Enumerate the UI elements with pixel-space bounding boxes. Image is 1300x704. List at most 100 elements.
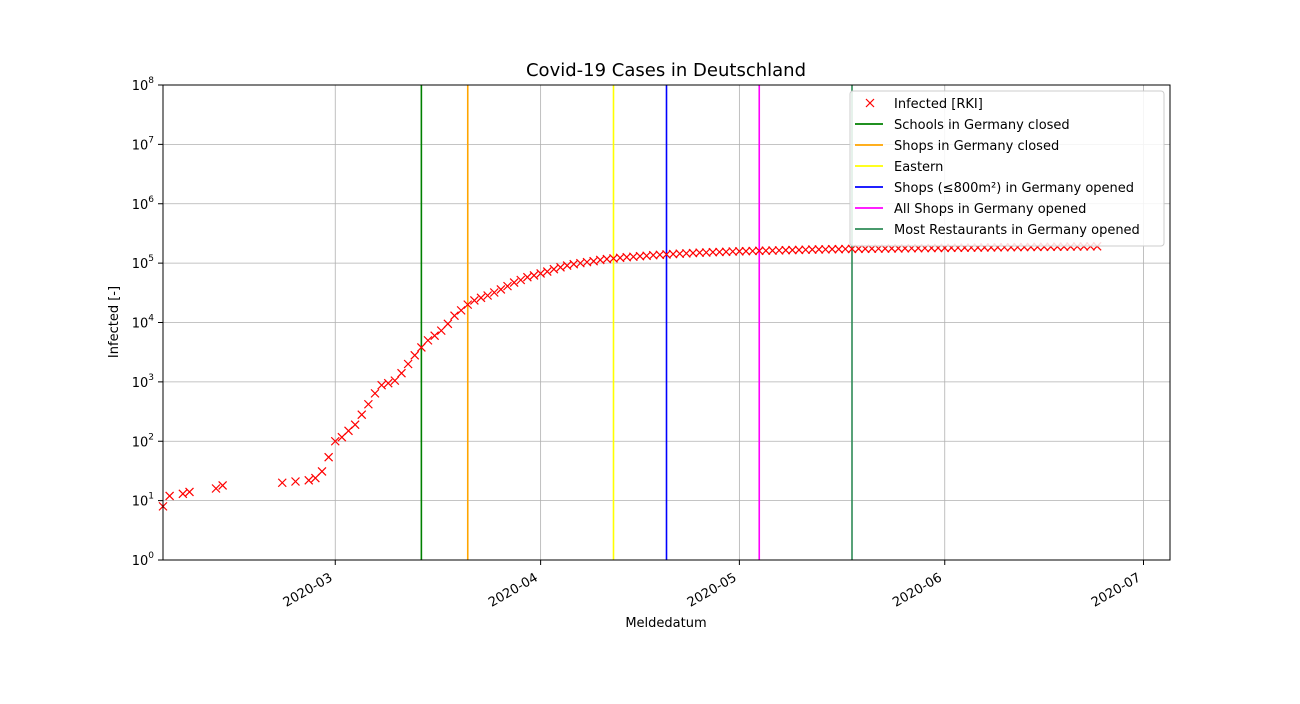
data-point (787, 245, 797, 255)
data-point (469, 296, 479, 305)
data-point (185, 487, 194, 497)
y-tick-label: 108 (132, 76, 155, 94)
data-point (721, 247, 731, 257)
data-point (489, 288, 499, 297)
legend-label: Shops (≤800m²) in Germany opened (894, 181, 1134, 196)
legend-label: Eastern (894, 160, 943, 175)
data-point (509, 278, 519, 288)
data-point (801, 245, 811, 255)
data-point (370, 388, 380, 398)
data-point (807, 245, 817, 255)
data-point (814, 245, 824, 254)
data-point (562, 261, 572, 270)
data-point (542, 267, 552, 277)
data-point (715, 247, 724, 257)
chart-title: Covid-19 Cases in Deutschland (526, 60, 806, 81)
y-tick-label: 107 (132, 135, 154, 153)
data-point (291, 477, 300, 486)
data-point (390, 376, 400, 386)
y-tick-label: 100 (132, 551, 155, 569)
legend-entry: Eastern (855, 160, 943, 175)
y-tick-label: 103 (132, 373, 154, 391)
data-point (834, 244, 844, 254)
y-axis-label: Infected [-] (107, 286, 122, 358)
data-point (403, 359, 413, 369)
data-point (304, 475, 314, 485)
data-point (423, 335, 433, 345)
legend-label: Schools in Germany closed (894, 118, 1070, 133)
data-point (761, 246, 771, 256)
data-point (277, 478, 287, 488)
data-point (383, 378, 393, 388)
data-point (708, 247, 718, 257)
data-point (416, 343, 426, 352)
legend-label: Infected [RKI] (894, 97, 983, 112)
event-lines (420, 85, 853, 560)
data-point (178, 489, 188, 499)
legend-entry: Most Restaurants in Germany opened (855, 223, 1140, 238)
legend-entry: All Shops in Germany opened (855, 202, 1086, 217)
data-point (635, 251, 645, 261)
y-tick-label: 105 (132, 254, 154, 272)
data-point (357, 410, 367, 420)
data-point (655, 250, 665, 260)
y-tick-label: 106 (132, 195, 155, 213)
data-point (768, 246, 777, 255)
data-point (496, 285, 506, 294)
data-point (728, 247, 738, 256)
legend-entry: Shops (≤800m²) in Germany opened (855, 181, 1134, 196)
data-point (483, 291, 493, 300)
data-point (377, 380, 387, 390)
data-point (324, 452, 334, 462)
data-point (211, 484, 221, 493)
data-point (430, 331, 440, 341)
data-point (165, 491, 175, 501)
data-point (648, 250, 658, 260)
data-point (821, 244, 830, 254)
data-point (748, 246, 758, 256)
data-point (675, 249, 685, 259)
y-tick-label: 102 (132, 432, 154, 450)
data-point (681, 248, 691, 258)
data-point (410, 350, 420, 360)
data-point (734, 246, 744, 256)
data-point (363, 399, 373, 409)
data-point (840, 244, 850, 254)
legend-marker (865, 98, 875, 108)
data-point (774, 245, 784, 255)
data-point (668, 249, 678, 259)
data-point (503, 281, 512, 291)
data-point (622, 252, 632, 262)
legend-box (849, 90, 1165, 247)
legend: Infected [RKI] Schools in Germany closed S… (849, 90, 1165, 247)
legend-label: Shops in Germany closed (894, 139, 1059, 154)
data-point (827, 244, 837, 254)
data-point (688, 248, 698, 258)
data-point (536, 269, 546, 278)
data-point (436, 326, 446, 336)
data-point (456, 305, 466, 315)
data-point (516, 275, 526, 285)
data-point (330, 436, 340, 446)
data-point (695, 248, 705, 258)
y-tick-label: 104 (132, 314, 155, 332)
legend-entry: Schools in Germany closed (855, 118, 1070, 133)
data-point (529, 271, 539, 280)
data-point (781, 245, 791, 255)
legend-label: Most Restaurants in Germany opened (894, 223, 1140, 238)
data-point (754, 246, 764, 256)
data-point (443, 319, 453, 329)
legend-label: All Shops in Germany opened (894, 202, 1086, 217)
data-point (662, 250, 671, 259)
data-point (522, 272, 532, 282)
data-point (450, 311, 459, 321)
data-point (218, 481, 228, 490)
y-axis-ticks: 100 101 102 103 104 105 106 107 108 (132, 76, 163, 569)
data-point (397, 368, 406, 378)
legend-entry: Infected [RKI] (865, 97, 983, 112)
data-point (794, 245, 804, 255)
data-point (476, 293, 486, 303)
data-point (350, 420, 360, 430)
